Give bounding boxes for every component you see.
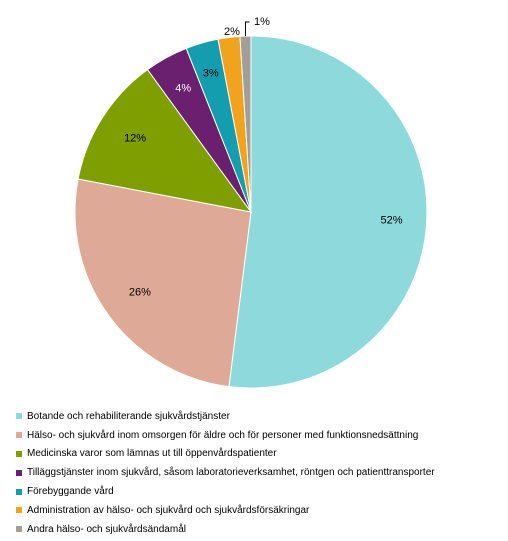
pie-data-labels: 52% 26% 12% 4% 3% 2% 1% xyxy=(124,16,403,299)
legend-label-6: Administration av hälso- och sjukvård oc… xyxy=(27,504,310,516)
legend-label-5: Förebyggande vård xyxy=(27,486,114,498)
data-label-4: 4% xyxy=(175,83,191,95)
leader-line-7 xyxy=(244,21,250,37)
legend-label-1: Botande och rehabiliterande sjukvårdstjä… xyxy=(27,410,230,422)
data-label-7: 1% xyxy=(254,16,270,28)
pie-slices xyxy=(74,35,428,389)
data-label-3: 12% xyxy=(124,132,146,144)
data-label-2: 26% xyxy=(129,287,151,299)
pie-leader-lines xyxy=(244,21,250,37)
legend-swatch-5 xyxy=(16,488,22,495)
legend-item-4: Tilläggstjänster inom sjukvård, såsom la… xyxy=(16,463,496,482)
legend-label-3: Medicinska varor som lämnas ut till öppe… xyxy=(27,448,277,460)
legend-item-2: Hälso- och sjukvård inom omsorgen för äl… xyxy=(16,426,496,445)
legend-swatch-6 xyxy=(16,507,22,514)
pie-slice-7 xyxy=(239,35,252,213)
legend-item-5: Förebyggande vård xyxy=(16,482,496,501)
pie-slice-3 xyxy=(77,68,253,213)
legend-label-4: Tilläggstjänster inom sjukvård, såsom la… xyxy=(27,467,435,479)
legend-swatch-3 xyxy=(16,450,22,457)
legend-item-6: Administration av hälso- och sjukvård oc… xyxy=(16,501,496,520)
data-label-1: 52% xyxy=(381,215,403,227)
data-label-5: 3% xyxy=(203,67,219,79)
legend-item-7: Andra hälso- och sjukvårdsändamål xyxy=(16,520,496,539)
legend-swatch-4 xyxy=(16,469,22,476)
pie-plot-area: 52% 26% 12% 4% 3% 2% 1% xyxy=(74,16,428,389)
legend-swatch-1 xyxy=(16,413,22,420)
legend-swatch-2 xyxy=(16,432,22,439)
pie-slice-1 xyxy=(228,35,428,389)
legend: Botande och rehabiliterande sjukvårdstjä… xyxy=(16,407,496,539)
legend-swatch-7 xyxy=(16,526,22,533)
legend-label-7: Andra hälso- och sjukvårdsändamål xyxy=(27,523,186,535)
legend-item-3: Medicinska varor som lämnas ut till öppe… xyxy=(16,445,496,464)
pie-slice-2 xyxy=(74,178,252,388)
legend-label-2: Hälso- och sjukvård inom omsorgen för äl… xyxy=(27,429,419,441)
data-label-6: 2% xyxy=(224,26,240,38)
legend-item-1: Botande och rehabiliterande sjukvårdstjä… xyxy=(16,407,496,426)
